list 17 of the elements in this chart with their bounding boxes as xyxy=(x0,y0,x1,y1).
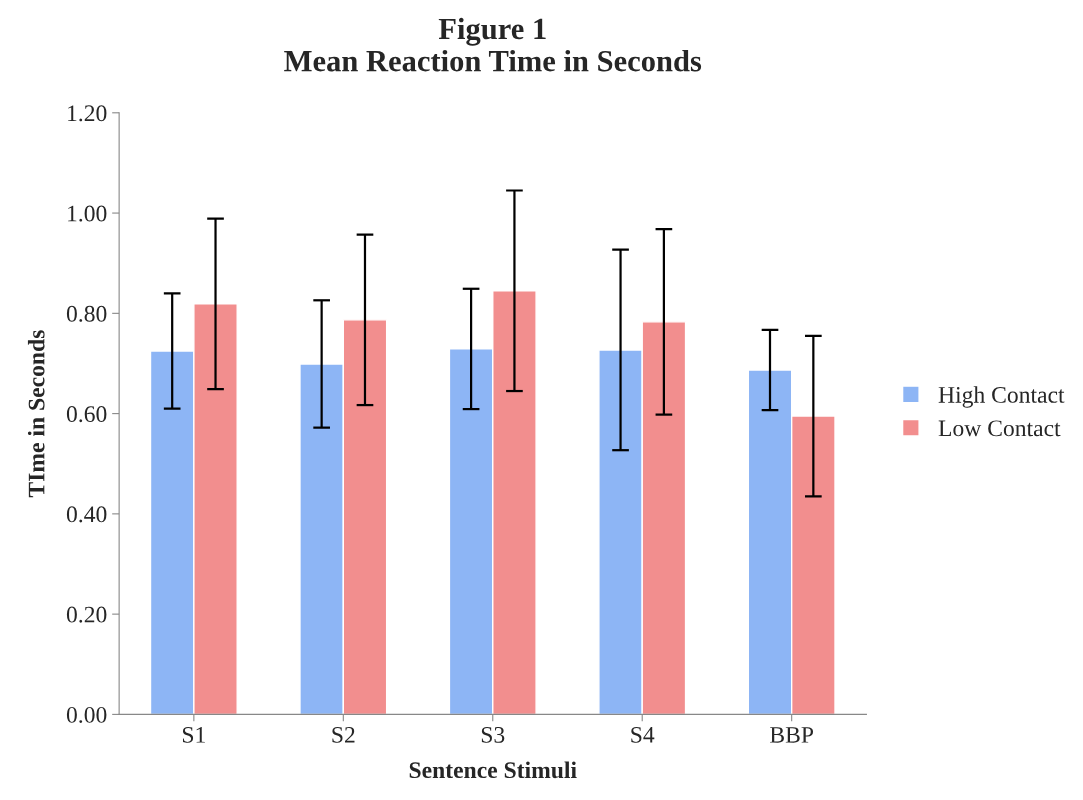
chart-title: Figure 1 Mean Reaction Time in Seconds xyxy=(284,17,702,72)
y-axis-title: TIme in Seconds xyxy=(27,330,45,498)
x-axis-title: Sentence Stimuli xyxy=(409,761,577,779)
y-tick-label: 0.00 xyxy=(66,706,107,723)
y-tick-label: 1.20 xyxy=(68,105,107,122)
y-tick-label: 0.20 xyxy=(66,606,107,623)
legend-label: High Contact xyxy=(938,386,1065,408)
y-tick-label: 0.60 xyxy=(66,406,107,423)
x-tick-label: BBP xyxy=(770,727,814,743)
x-tick-label: S2 xyxy=(332,726,355,743)
x-tick-label: S1 xyxy=(182,726,205,743)
legend-label: Low Contact xyxy=(938,420,1061,437)
y-tick-label: 0.40 xyxy=(66,506,107,523)
y-tick-label: 0.80 xyxy=(66,305,107,322)
y-tick-label: 1.00 xyxy=(68,205,107,222)
x-tick-label: S4 xyxy=(631,726,655,743)
x-tick-label: S3 xyxy=(481,726,505,743)
